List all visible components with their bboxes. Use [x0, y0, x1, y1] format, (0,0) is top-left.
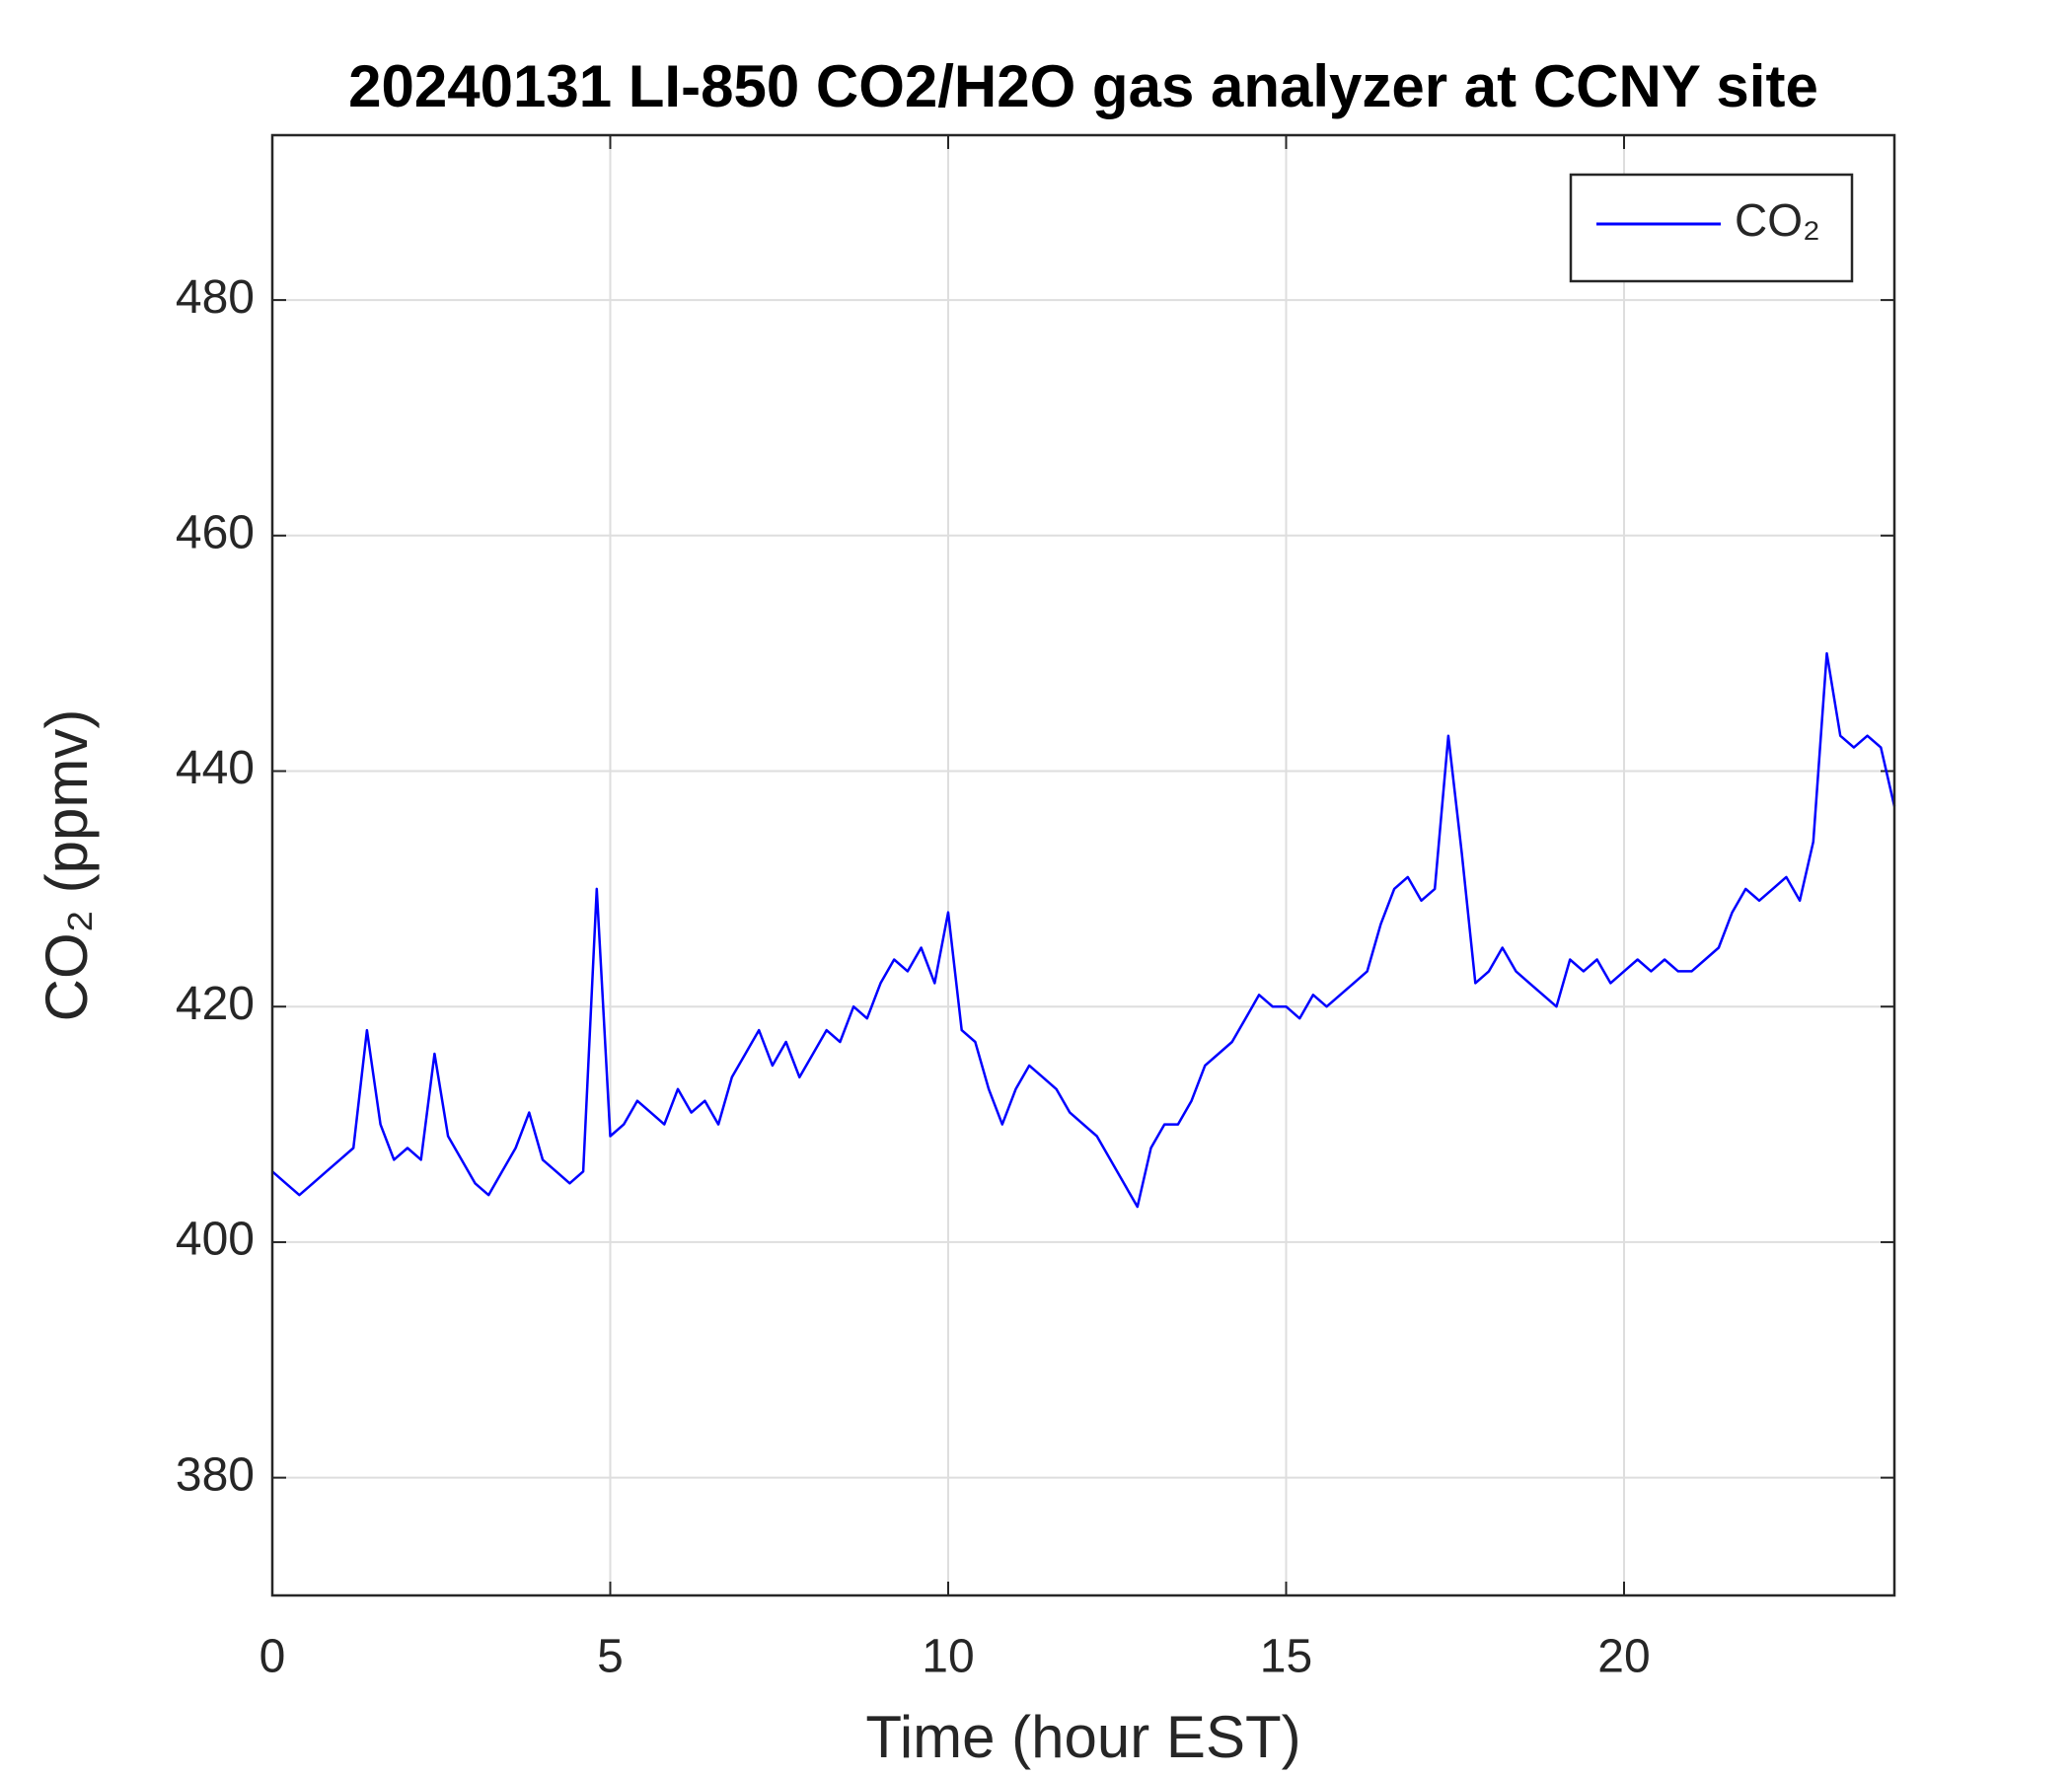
x-tick-label: 15 [1260, 1631, 1312, 1683]
plot-frame [270, 133, 1896, 1597]
x-axis-label: Time (hour EST) [865, 1704, 1300, 1770]
chart-title: 20240131 LI-850 CO2/H2O gas analyzer at … [348, 53, 1818, 119]
y-tick-label: 420 [176, 978, 255, 1030]
x-tick-label: 20 [1597, 1631, 1650, 1683]
y-tick-label: 460 [176, 506, 255, 558]
x-tick-label: 10 [922, 1631, 974, 1683]
legend-box [1569, 173, 1854, 283]
legend-label: CO₂ [1735, 194, 1820, 246]
y-tick-label: 380 [176, 1448, 255, 1501]
x-tick-label: 5 [597, 1631, 624, 1683]
y-tick-label: 400 [176, 1214, 255, 1266]
x-tick-label: 0 [259, 1631, 286, 1683]
data-line [271, 651, 1896, 1209]
y-axis-label: CO₂ (ppmv) [34, 709, 100, 1022]
y-tick-label: 480 [176, 271, 255, 324]
y-tick-label: 440 [176, 742, 255, 794]
